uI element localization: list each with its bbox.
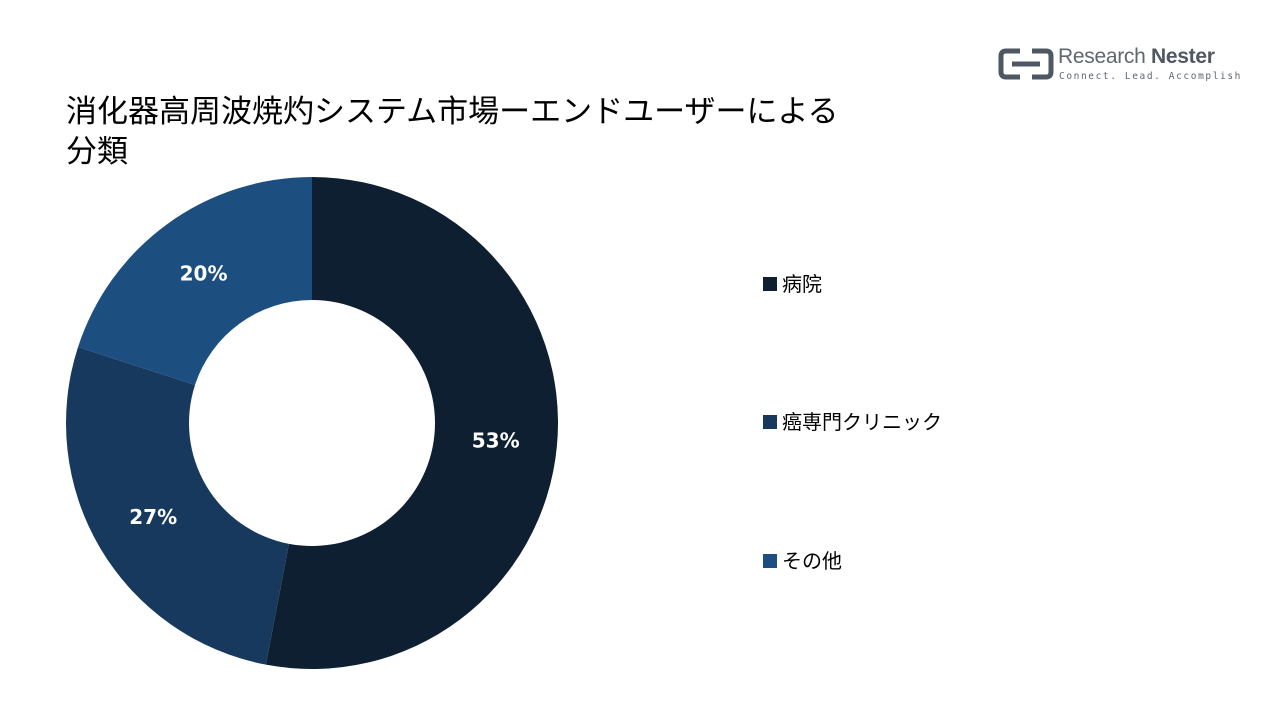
logo-mark-icon xyxy=(998,48,1054,80)
legend-swatch-1 xyxy=(763,277,777,291)
chart-legend: 病院癌専門クリニック その他 xyxy=(763,0,1163,720)
donut-slice-3 xyxy=(78,177,312,385)
legend-item-1: 病院 xyxy=(763,270,822,298)
legend-item-3: その他 xyxy=(763,547,842,575)
legend-label-1: 病院 xyxy=(782,272,822,296)
legend-label-3: その他 xyxy=(782,549,842,573)
donut-slice-1 xyxy=(265,177,559,669)
legend-item-2: 癌専門クリニック xyxy=(763,408,942,436)
legend-swatch-2 xyxy=(763,415,777,429)
data-label-1: 53% xyxy=(472,428,520,452)
logo-name-nester: Nester xyxy=(1151,45,1215,68)
legend-label-2: 癌専門クリニック xyxy=(782,410,942,434)
logo-tagline: Connect. Lead. Accomplish xyxy=(1059,71,1242,82)
data-label-2: 27% xyxy=(129,505,177,529)
chart-title: 消化器高周波焼灼システム市場ーエンドユーザーによる 分類 xyxy=(66,92,966,172)
chart-title-line-1: 消化器高周波焼灼システム市場ーエンドユーザーによる xyxy=(66,94,839,130)
logo-name-research: Research xyxy=(1058,45,1146,68)
research-nester-logo: Research Nester Connect. Lead. Accomplis… xyxy=(998,44,1240,84)
donut-slice-2 xyxy=(66,346,289,665)
legend-swatch-3 xyxy=(763,554,777,568)
chart-title-line-2: 分類 xyxy=(66,134,128,170)
data-label-3: 20% xyxy=(180,262,228,286)
logo-name: Research Nester xyxy=(1058,44,1215,70)
